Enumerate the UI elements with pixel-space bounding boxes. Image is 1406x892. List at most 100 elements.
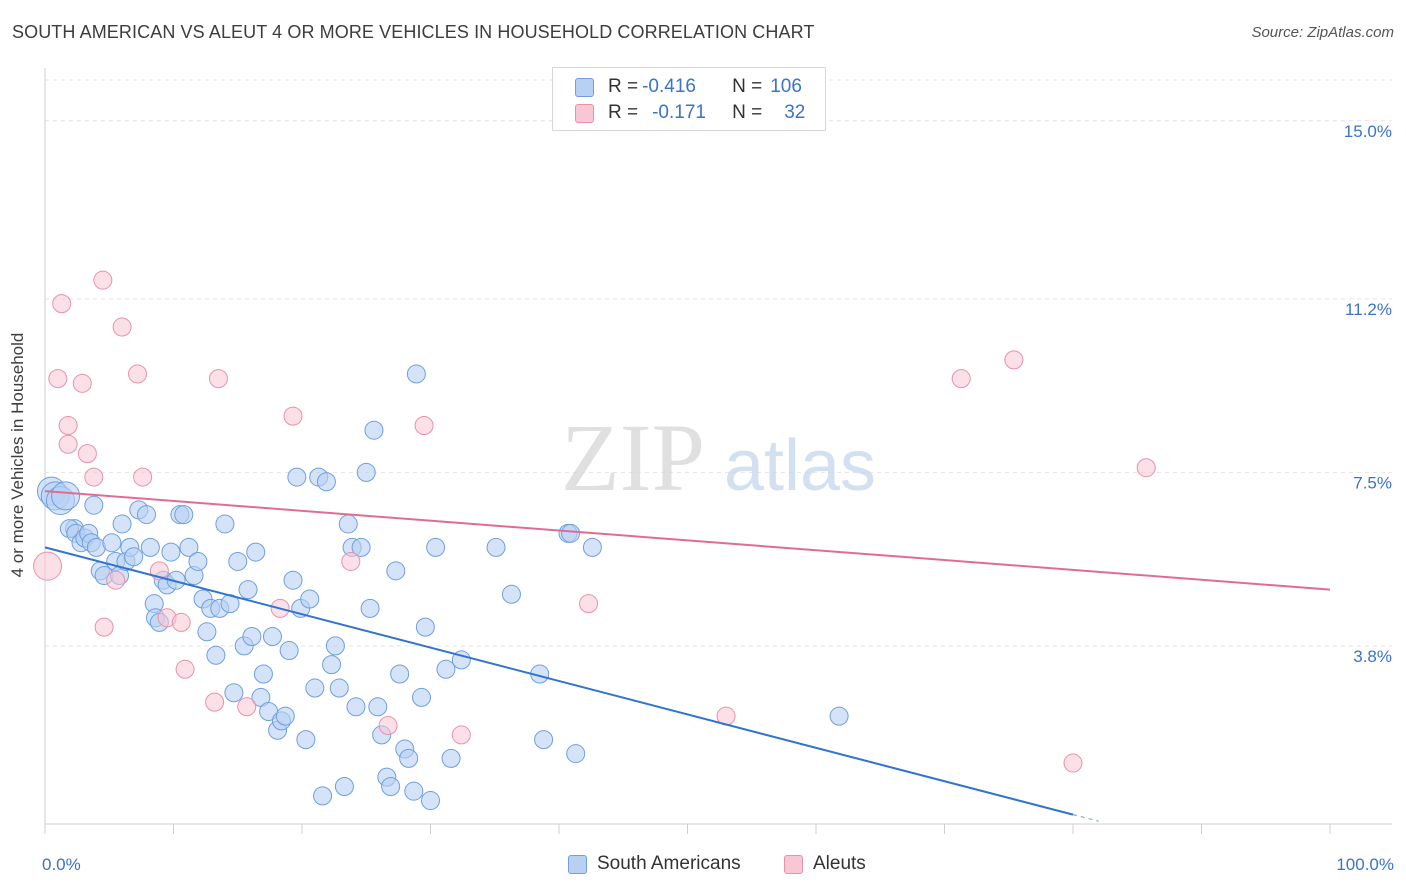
legend-n-value: 32 [784,102,806,123]
data-point-south-american [346,697,366,717]
data-point-aleut [237,697,257,717]
data-point-south-american [412,687,432,707]
data-point-aleut [414,416,434,436]
data-point-south-american [188,551,208,571]
data-point-aleut [112,317,132,337]
data-point-south-american [238,580,258,600]
chart-title: SOUTH AMERICAN VS ALEUT 4 OR MORE VEHICL… [12,22,815,42]
trend-line-aleuts [44,490,1331,591]
data-point-south-american [112,514,132,534]
y-tick-label: 3.8% [1353,647,1392,666]
data-point-south-american [561,523,581,543]
legend-label-south-americans: South Americans [597,853,741,874]
data-point-aleut [77,444,97,464]
data-point-south-american [501,584,521,604]
legend-r-label: R = [608,76,639,97]
data-point-south-american [262,626,282,646]
data-point-south-american [215,514,235,534]
data-point-south-american [486,537,506,557]
data-point-aleut [1063,753,1083,773]
data-point-south-american [242,626,262,646]
legend-swatch-pink [784,854,803,874]
data-point-aleut [205,692,225,712]
data-point-south-american [334,776,354,796]
legend-item-south-americans: South Americans [568,853,741,875]
data-point-south-american [305,678,325,698]
data-point-aleut [341,551,361,571]
legend-n-label: N = [732,76,763,97]
legend-n-value: 106 [770,76,802,97]
data-point-south-american [140,537,160,557]
data-point-south-american [338,514,358,534]
trend-lines [44,490,1331,822]
legend-row-aleuts: R = -0.171 N = 32 [575,101,805,125]
data-point-south-american [329,678,349,698]
watermark-atlas: atlas [724,426,876,506]
data-point-south-american [300,589,320,609]
data-point-south-american [582,537,602,557]
data-point-south-american [381,776,401,796]
data-point-south-american [206,645,226,665]
data-point-south-american [436,659,456,679]
data-point-aleut [33,551,63,581]
data-point-aleut [1004,350,1024,370]
data-point-south-american [279,641,299,661]
y-tick-label: 7.5% [1353,473,1392,492]
data-point-south-american [566,744,586,764]
data-point-aleut [58,434,78,454]
legend-swatch-blue [568,854,587,874]
data-point-aleut [128,364,148,384]
data-point-aleut [171,612,191,632]
data-point-south-american [124,547,144,567]
data-point-south-american [224,683,244,703]
data-point-south-american [364,420,384,440]
x-tick-label-min: 0.0% [42,855,81,874]
watermark-zip: ZIP [561,404,705,511]
data-point-south-american [404,781,424,801]
legend-label-aleuts: Aleuts [813,853,866,874]
data-point-aleut [48,369,68,389]
y-tick-label: 11.2% [1345,300,1392,319]
data-point-south-american [322,655,342,675]
data-point-south-american [137,505,157,525]
data-point-aleut [451,725,471,745]
data-point-south-american [283,570,303,590]
data-point-south-american [166,570,186,590]
data-point-south-american [296,730,316,750]
legend-swatch-blue [575,77,594,97]
legend-item-aleuts: Aleuts [784,853,866,875]
y-tick-label: 15.0% [1344,122,1392,141]
data-point-south-american [351,537,371,557]
data-point-south-american [313,786,333,806]
data-point-south-american [246,542,266,562]
x-tick-label-max: 100.0% [1336,855,1394,874]
data-point-south-american [287,467,307,487]
legend-n-label: N = [732,102,763,123]
data-point-south-american [360,598,380,618]
legend-row-south-americans: R = -0.416 N = 106 [575,75,802,99]
axes [44,68,1392,834]
data-point-aleut [84,467,104,487]
data-point-south-american [406,364,426,384]
data-point-south-american [399,748,419,768]
legend-r-value: -0.171 [652,102,706,123]
data-point-south-american [179,537,199,557]
data-point-aleut [283,406,303,426]
data-point-south-american [275,706,295,726]
data-point-south-american [390,664,410,684]
tick-labels: 3.8% 7.5% 11.2% 15.0% 0.0% 100.0% [42,122,1394,874]
data-point-aleut [133,467,153,487]
data-point-south-american [421,791,440,811]
data-point-south-american [84,495,104,515]
data-point-south-american [829,706,849,726]
data-point-south-american [368,697,388,717]
legend-swatch-pink [575,103,594,123]
data-point-south-american [161,542,181,562]
data-point-aleut [378,716,398,736]
data-point-aleut [208,369,228,389]
data-point-south-american [325,636,345,656]
data-point-south-american [228,551,248,571]
data-point-south-american [102,533,122,553]
data-point-aleut [1136,458,1156,478]
